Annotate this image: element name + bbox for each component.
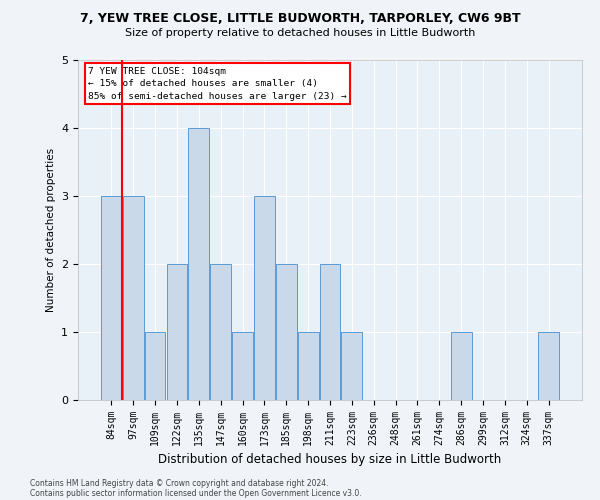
Bar	[145, 332, 166, 400]
Bar	[123, 196, 143, 400]
X-axis label: Distribution of detached houses by size in Little Budworth: Distribution of detached houses by size …	[158, 454, 502, 466]
Bar	[276, 264, 296, 400]
Bar	[254, 196, 275, 400]
Text: Size of property relative to detached houses in Little Budworth: Size of property relative to detached ho…	[125, 28, 475, 38]
Bar	[320, 264, 340, 400]
Bar	[210, 264, 231, 400]
Bar	[538, 332, 559, 400]
Bar	[167, 264, 187, 400]
Text: 7, YEW TREE CLOSE, LITTLE BUDWORTH, TARPORLEY, CW6 9BT: 7, YEW TREE CLOSE, LITTLE BUDWORTH, TARP…	[80, 12, 520, 26]
Bar	[451, 332, 472, 400]
Text: Contains HM Land Registry data © Crown copyright and database right 2024.: Contains HM Land Registry data © Crown c…	[30, 478, 329, 488]
Bar	[188, 128, 209, 400]
Bar	[101, 196, 122, 400]
Bar	[232, 332, 253, 400]
Bar	[298, 332, 319, 400]
Text: 7 YEW TREE CLOSE: 104sqm
← 15% of detached houses are smaller (4)
85% of semi-de: 7 YEW TREE CLOSE: 104sqm ← 15% of detach…	[88, 67, 347, 101]
Text: Contains public sector information licensed under the Open Government Licence v3: Contains public sector information licen…	[30, 488, 362, 498]
Bar	[341, 332, 362, 400]
Y-axis label: Number of detached properties: Number of detached properties	[46, 148, 56, 312]
